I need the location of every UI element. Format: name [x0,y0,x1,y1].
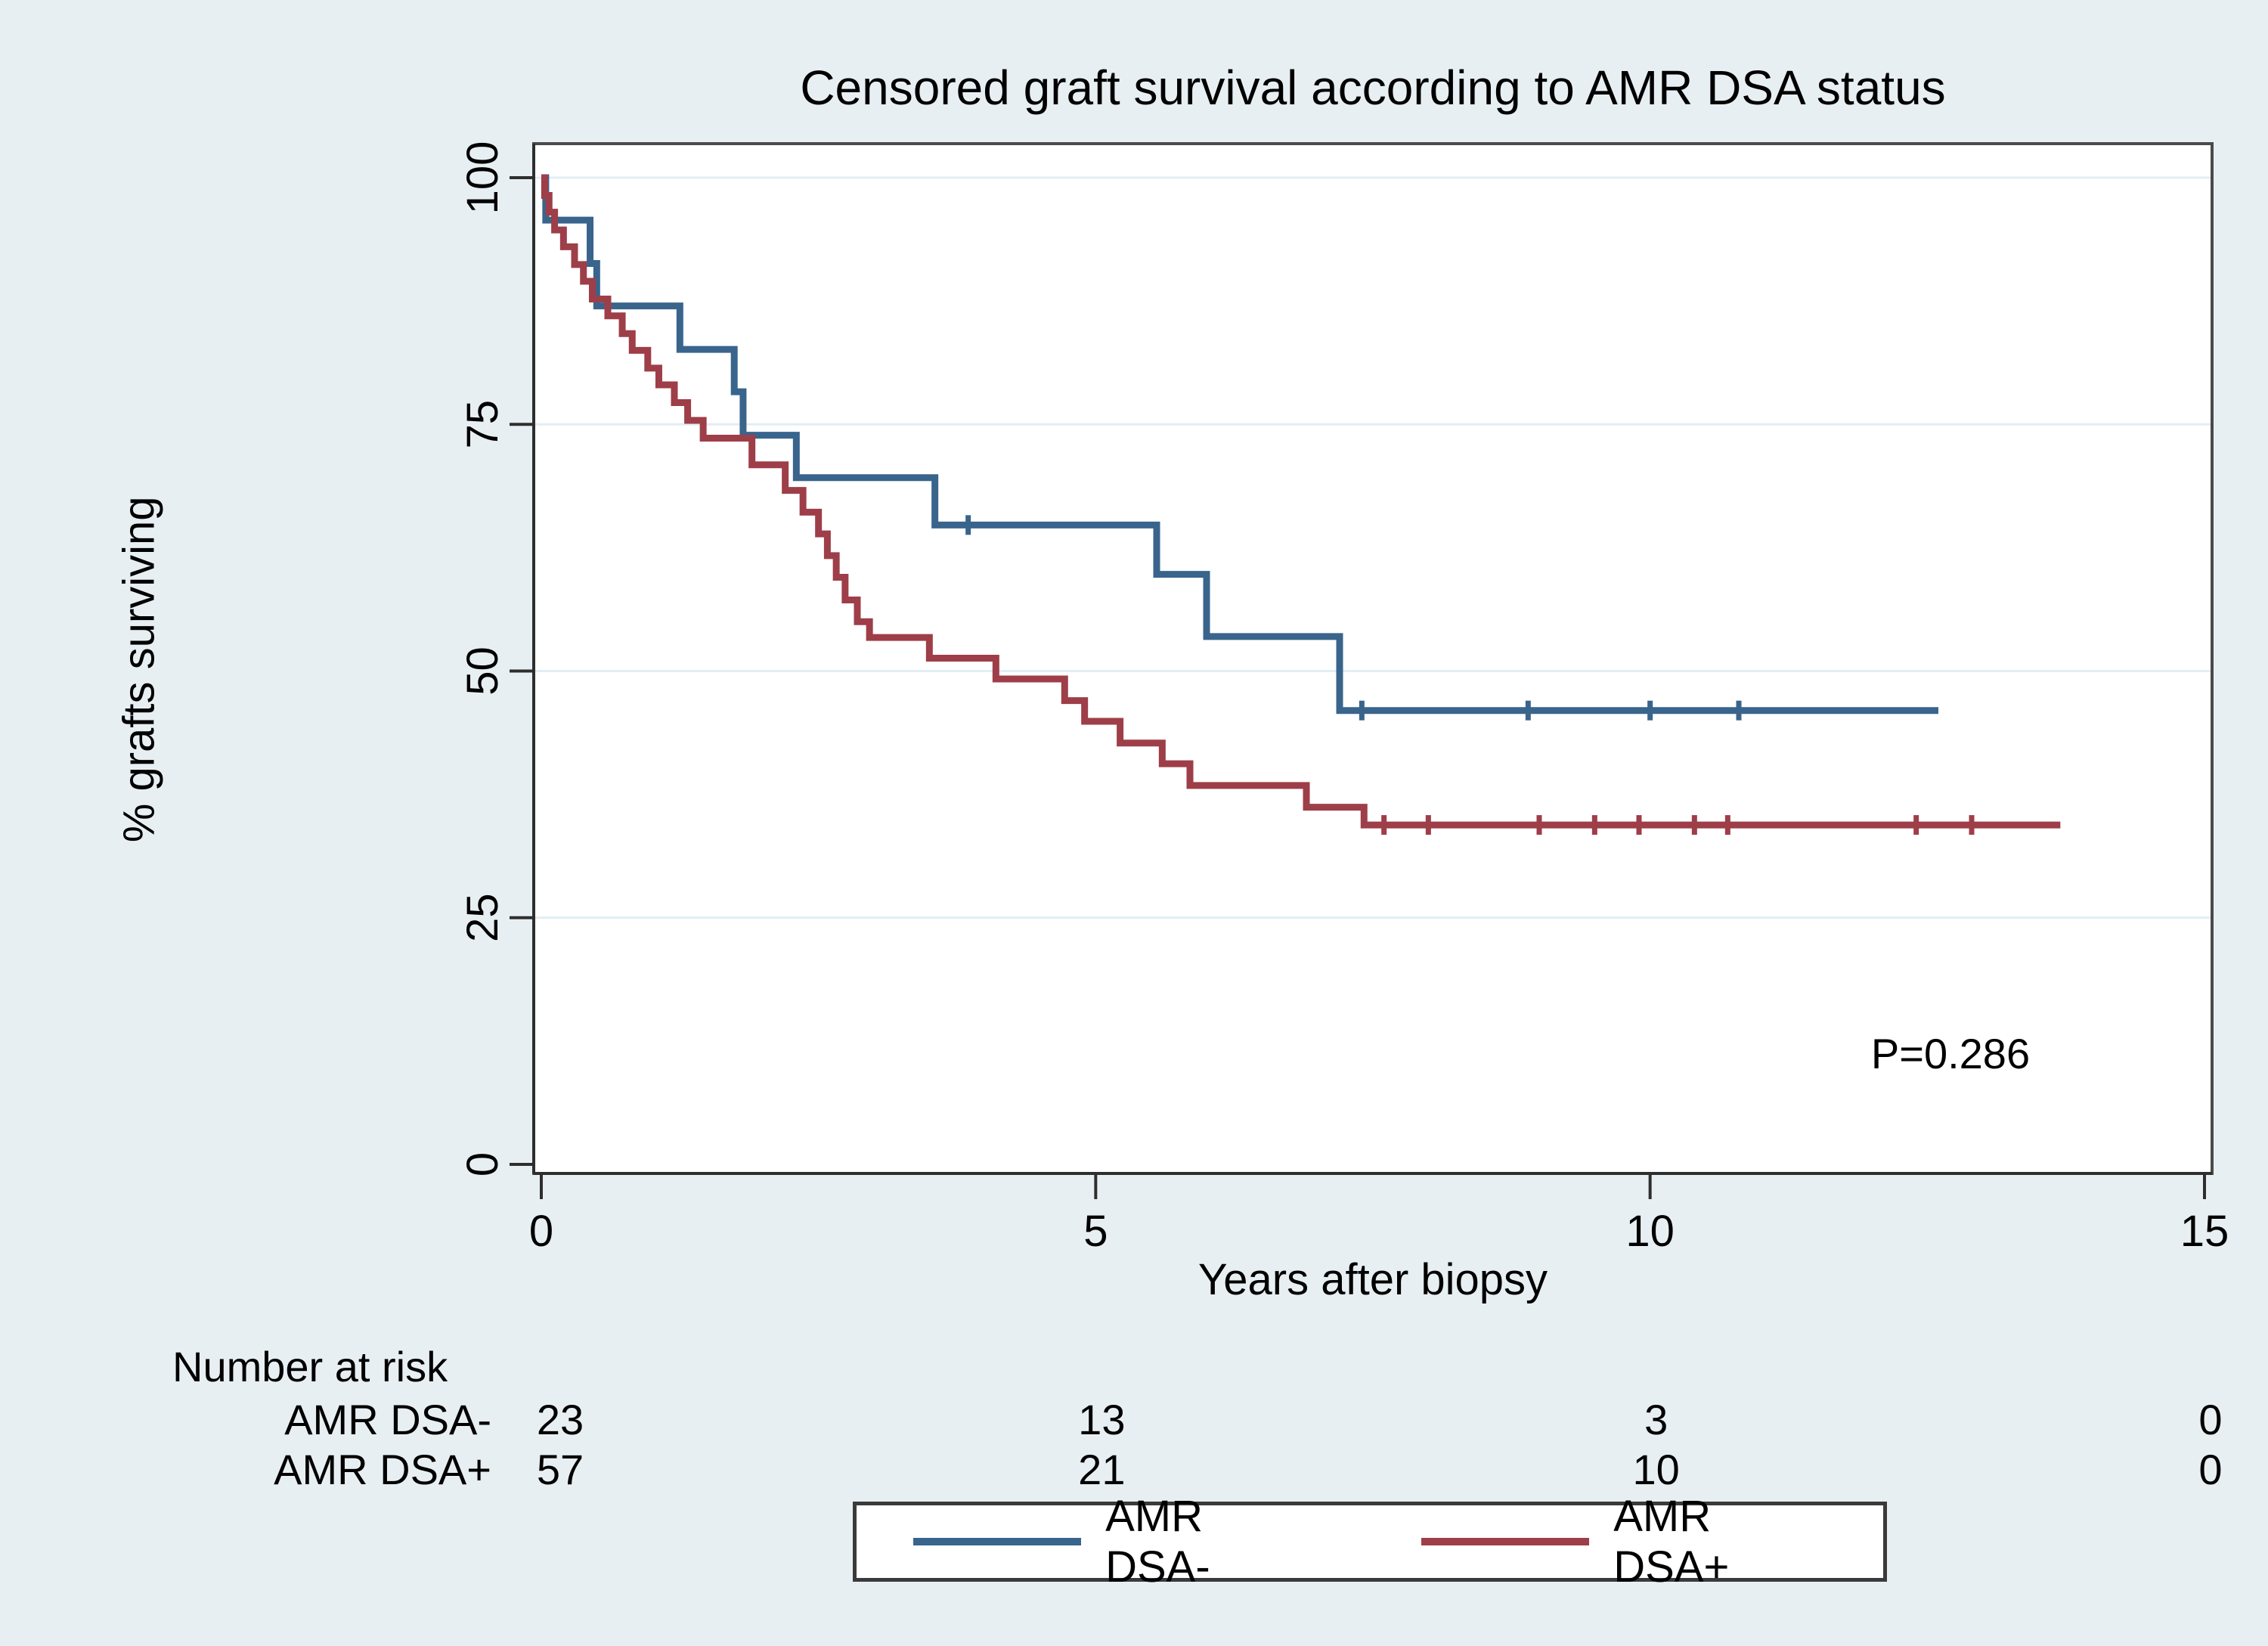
x-tick-label-5: 5 [1083,1207,1108,1256]
risk-count: 21 [1078,1446,1126,1493]
y-tick-label-0: 0 [458,1152,507,1176]
y-tick-label-100: 100 [458,141,507,215]
km-curve-amr-dsa-pos [541,174,2061,829]
legend-label: AMR DSA- [1105,1492,1210,1592]
x-axis-title: Years after biopsy [1198,1255,1548,1304]
p-value-annotation: P=0.286 [1870,1030,2031,1077]
risk-count: 13 [1078,1396,1126,1443]
legend-label: AMR DSA+ [1613,1492,1730,1592]
y-tick-label-75: 75 [458,400,507,449]
x-tick-label-15: 15 [2180,1207,2229,1256]
x-tick-label-0: 0 [529,1207,553,1256]
y-tick-label-25: 25 [458,893,507,942]
risk-count: 0 [2198,1446,2223,1493]
y-axis-title: % grafts surviving [114,496,164,843]
legend-item: AMR DSA- [913,1491,1308,1592]
risk-table-heading: Number at risk [172,1343,448,1390]
risk-count: 23 [536,1396,584,1443]
risk-count: 0 [2198,1396,2223,1443]
legend-line-sample [1421,1538,1590,1545]
risk-row-label: AMR DSA- [284,1396,491,1443]
risk-count: 57 [536,1446,584,1493]
plot-area [532,142,2214,1175]
risk-count: 10 [1632,1446,1680,1493]
risk-row-label: AMR DSA+ [274,1446,491,1493]
y-tick-label-50: 50 [458,646,507,696]
chart-title: Censored graft survival according to AMR… [800,60,1946,115]
km-curve-amr-dsa-neg [541,174,1938,715]
legend-item: AMR DSA+ [1421,1491,1826,1592]
legend-line-sample [913,1538,1082,1545]
x-tick-label-10: 10 [1625,1207,1675,1256]
legend: AMR DSA- AMR DSA+ [853,1492,1887,1592]
risk-count: 3 [1644,1396,1668,1443]
